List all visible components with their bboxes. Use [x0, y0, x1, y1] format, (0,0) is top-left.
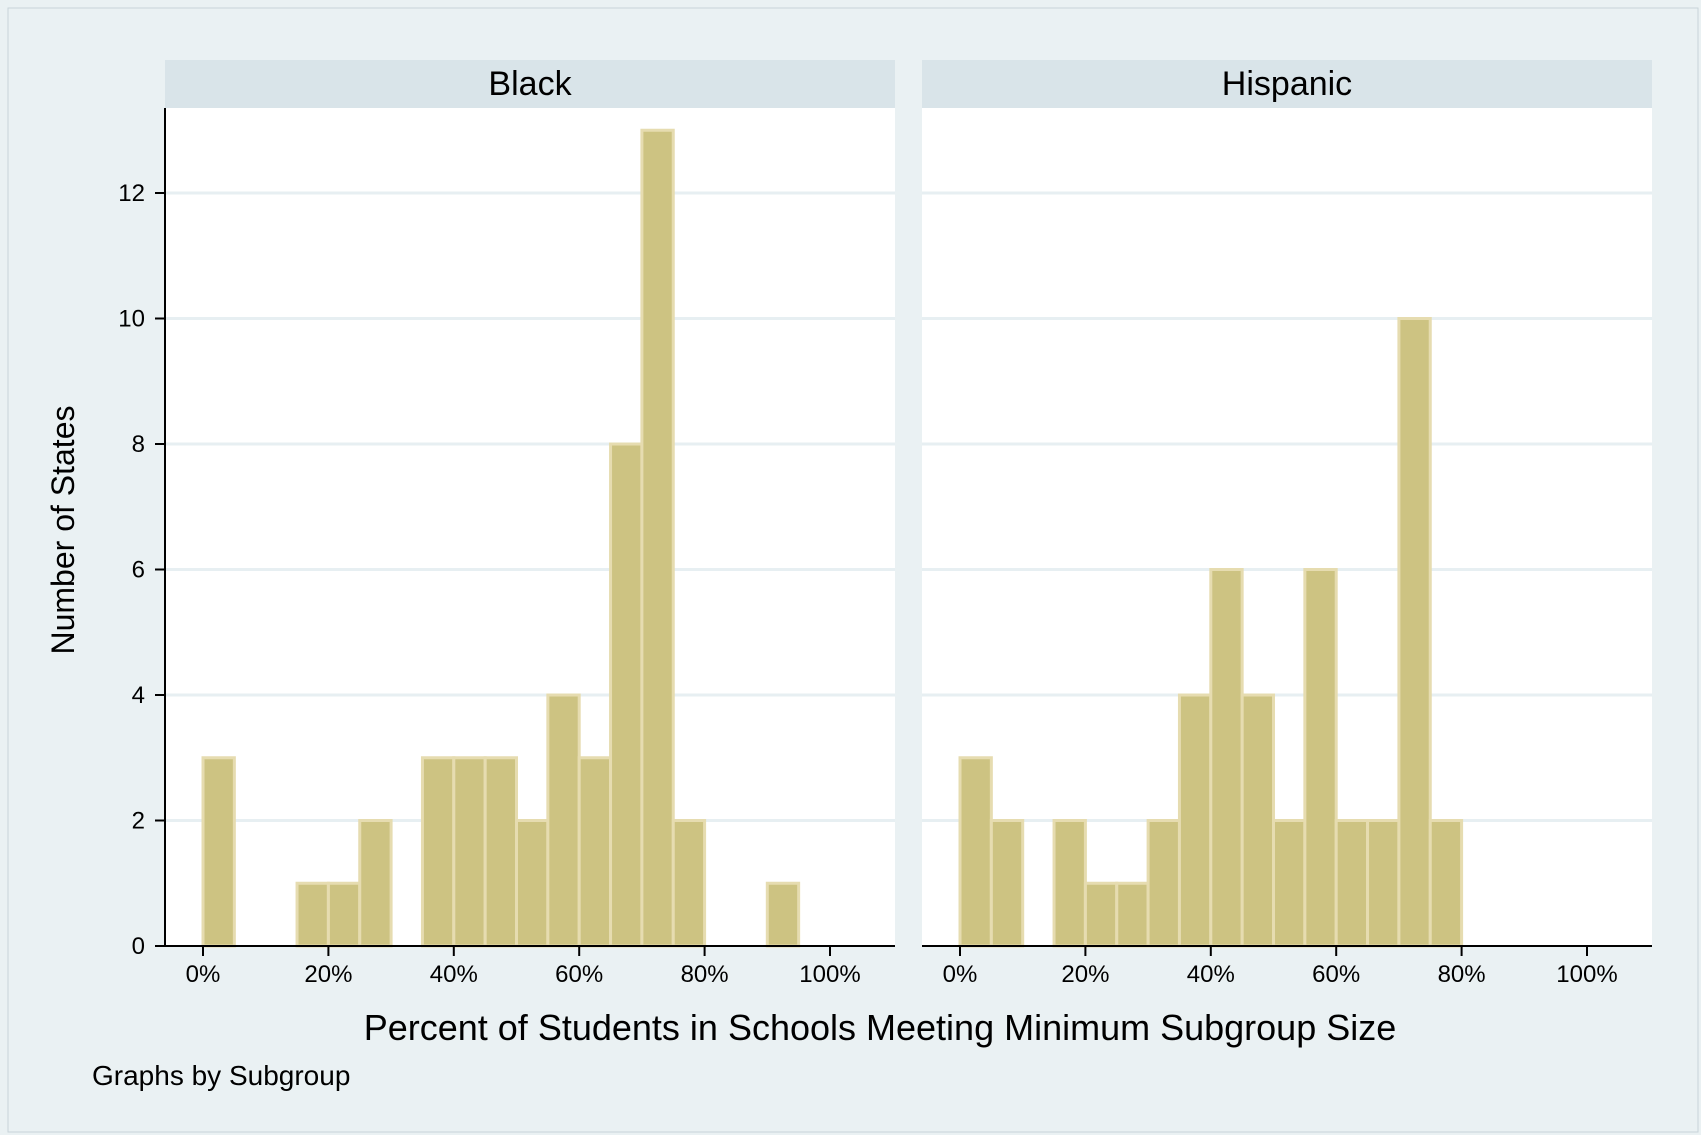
histogram-bar [765, 881, 801, 948]
y-tick-label: 2 [132, 808, 145, 835]
panel-black: Black 0% 20% 40% 60% 80% 100% 0 2 4 6 8 10 12 [118, 60, 895, 988]
histogram-bar [483, 756, 518, 948]
x-tick-label: 80% [1438, 961, 1486, 988]
plot-area [922, 108, 1652, 946]
histogram-bar [1334, 819, 1370, 948]
panel-title: Hispanic [1222, 65, 1352, 103]
x-tick-label: 40% [430, 961, 478, 988]
y-tick-label: 4 [132, 682, 145, 709]
outer-border [7, 7, 1699, 1133]
footnote: Graphs by Subgroup [92, 1060, 350, 1091]
x-tick-label: 80% [681, 961, 729, 988]
histogram-bar [201, 756, 236, 948]
histogram-bar [671, 819, 707, 948]
histogram-bar [1366, 819, 1401, 948]
histogram-bar [989, 819, 1025, 948]
panel-header [922, 60, 1652, 108]
y-tick-label: 10 [118, 306, 145, 333]
histogram-bar [1303, 568, 1338, 948]
x-tick-label: 100% [1556, 961, 1617, 988]
y-tick-label: 8 [132, 431, 145, 458]
histogram-bar [515, 819, 550, 948]
panel-title: Black [488, 65, 572, 103]
histogram-bar [420, 756, 456, 948]
histogram-bar [546, 693, 581, 948]
histogram-bar [609, 442, 644, 948]
histogram-bar [452, 756, 487, 948]
x-tick-label: 20% [304, 961, 352, 988]
x-tick-label: 20% [1061, 961, 1109, 988]
y-tick-label: 6 [132, 557, 145, 584]
plot-area [165, 108, 895, 946]
x-tick-label: 0% [186, 961, 221, 988]
histogram-bar [1397, 317, 1432, 948]
x-tick-label: 60% [555, 961, 603, 988]
panel-header [165, 60, 895, 108]
x-tick-label: 100% [799, 961, 860, 988]
x-tick-label: 0% [943, 961, 978, 988]
histogram-bar [1052, 819, 1087, 948]
histogram-bar [358, 819, 393, 948]
histogram-bar [1428, 819, 1464, 948]
y-tick-label: 12 [118, 180, 145, 207]
histogram-bar [640, 128, 675, 948]
y-tick-label: 0 [132, 933, 145, 960]
histogram-bar [295, 881, 330, 948]
histogram-bar [1177, 693, 1213, 948]
panels: Black 0% 20% 40% 60% 80% 100% 0 2 4 6 8 10 12 Hispanic… [118, 60, 1652, 988]
histogram-bar [1240, 693, 1276, 948]
x-tick-label: 60% [1312, 961, 1360, 988]
histogram-bar [958, 756, 993, 948]
histogram-bar [1083, 881, 1119, 948]
panel-hispanic: Hispanic 0% 20% 40% 60% 80% 100% [922, 60, 1652, 988]
y-axis-title: Number of States [45, 406, 81, 655]
histogram-bar [577, 756, 613, 948]
histogram-bar [1209, 568, 1244, 948]
histogram-bar [326, 881, 362, 948]
x-tick-label: 40% [1187, 961, 1235, 988]
histogram-bar [1115, 881, 1150, 948]
histogram-bar [1272, 819, 1307, 948]
x-axis-title: Percent of Students in Schools Meeting M… [364, 1007, 1397, 1048]
histogram-bar [1146, 819, 1181, 948]
